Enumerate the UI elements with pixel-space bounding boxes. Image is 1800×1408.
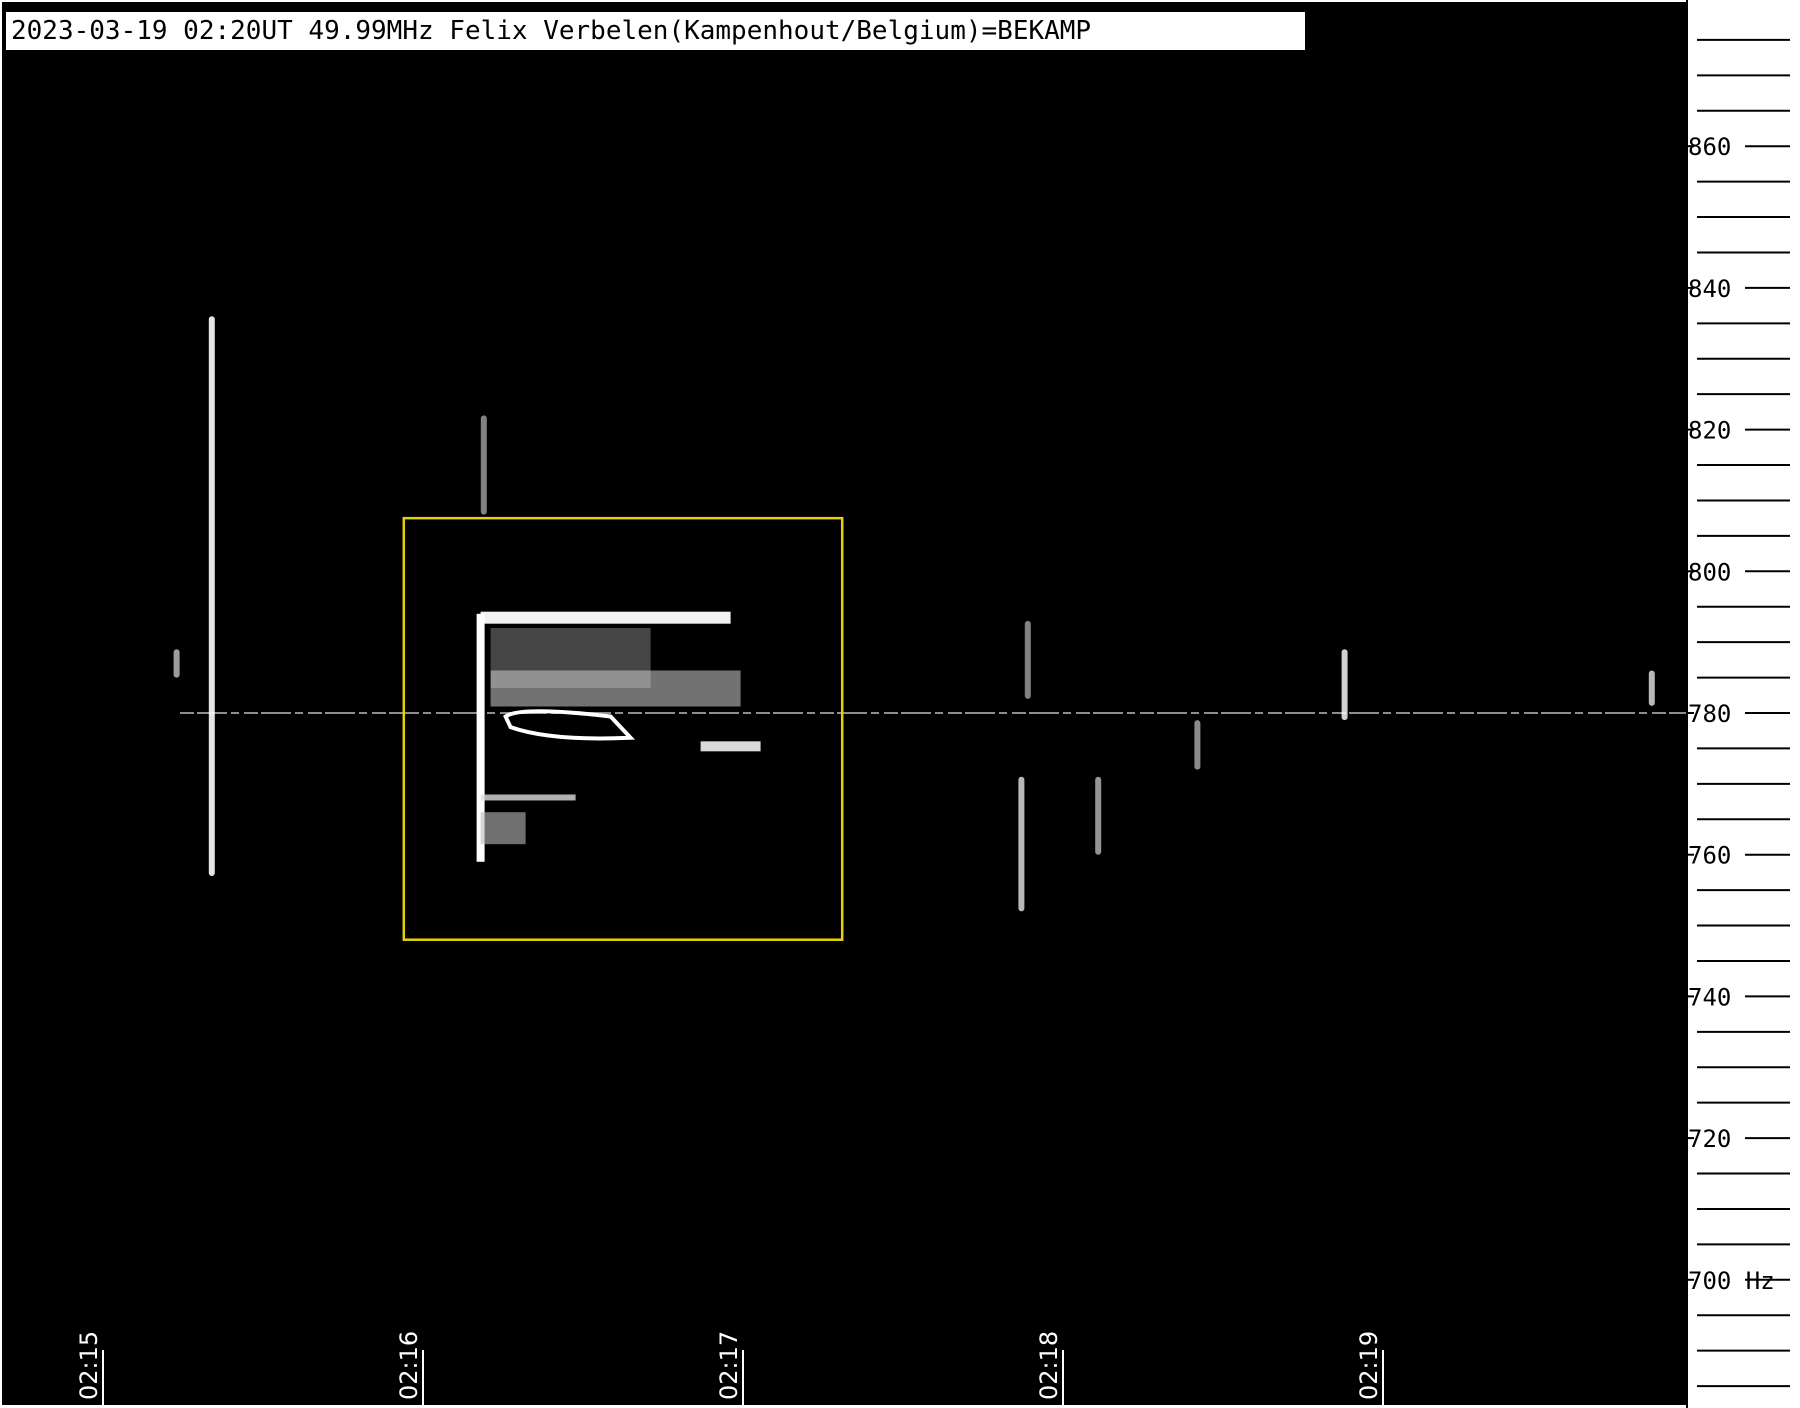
y-tick-label: 760	[1688, 842, 1731, 870]
frequency-axis: 860 840 820 800 780 760 740 720 700 Hz	[1686, 0, 1790, 1408]
y-tick-label: 700 Hz	[1688, 1267, 1775, 1295]
x-tick-label: 02:17	[715, 1331, 743, 1400]
x-tick-label: 02:18	[1035, 1331, 1063, 1400]
echo-streak-1	[208, 316, 215, 876]
y-tick-label: 740	[1688, 983, 1731, 1011]
echo-streak-2	[173, 649, 180, 678]
y-tick-label: 860	[1688, 133, 1731, 161]
x-tick-label: 02:16	[395, 1331, 423, 1400]
meteor-echo-lower-trail	[480, 794, 576, 801]
y-tick-label: 840	[1688, 275, 1731, 303]
spectrogram-plot-area	[2, 2, 1686, 1405]
y-tick-label: 720	[1688, 1125, 1731, 1153]
echo-streak-5	[1018, 776, 1025, 912]
chart-title: 2023-03-19 02:20UT 49.99MHz Felix Verbel…	[11, 16, 1091, 46]
title-background	[6, 12, 1305, 50]
highlight-box	[402, 516, 844, 941]
y-tick-label: 800	[1688, 558, 1731, 586]
meteor-echo-upper-trail	[480, 611, 731, 624]
echo-layer	[173, 316, 1686, 912]
y-tick-label: 820	[1688, 417, 1731, 445]
highlight-layer	[402, 516, 844, 941]
meteor-echo-loop	[503, 709, 636, 741]
y-tick-label: 780	[1688, 700, 1731, 728]
time-axis: 02:15 02:16 02:17 02:18 02:19	[75, 1331, 1384, 1405]
echo-streak-8	[1194, 720, 1201, 770]
meteor-echo-tail-fragment	[700, 741, 761, 752]
x-tick-label: 02:15	[75, 1331, 103, 1400]
meteor-echo-lower-scatter	[480, 812, 526, 845]
meteor-echo-head-line	[476, 613, 485, 862]
echo-streak-9	[1341, 649, 1348, 721]
echo-streak-7	[1095, 776, 1102, 855]
echo-streak-10	[1648, 670, 1655, 706]
x-tick-label: 02:19	[1355, 1331, 1383, 1400]
meteor-echo-scatter	[490, 670, 741, 707]
meteor-echo-main	[476, 611, 761, 862]
echo-streak-6	[1024, 620, 1031, 699]
echo-streak-4	[480, 415, 487, 515]
